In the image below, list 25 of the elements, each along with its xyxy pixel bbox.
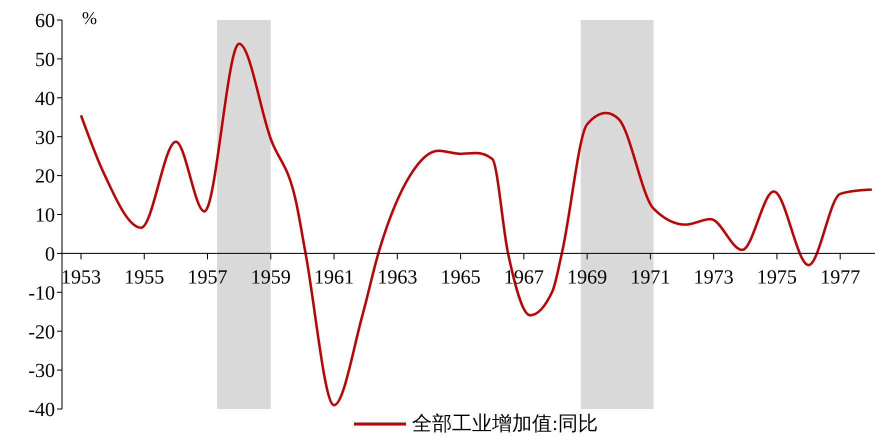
- x-tick-label: 1975: [756, 266, 797, 288]
- x-tick-label: 1961: [314, 266, 354, 288]
- x-tick-label: 1963: [377, 266, 418, 288]
- x-tick-label: 1955: [124, 266, 164, 288]
- y-tick-label: -30: [28, 360, 55, 382]
- y-tick-label: 60: [35, 10, 55, 32]
- y-tick-label: 0: [45, 244, 55, 266]
- x-tick-label: 1959: [250, 266, 291, 288]
- y-axis-title: %: [82, 8, 97, 29]
- x-tick-label: 1965: [440, 266, 481, 288]
- legend-label: 全部工业增加值:同比: [412, 412, 598, 437]
- x-tick-label: 1971: [630, 266, 670, 288]
- x-tick-label: 1953: [60, 266, 101, 288]
- y-tick-label: 50: [35, 49, 55, 71]
- y-tick-label: -10: [28, 282, 55, 304]
- x-tick-label: 1973: [694, 266, 734, 288]
- x-tick-label: 1977: [820, 266, 860, 288]
- x-tick-label: 1969: [567, 266, 608, 288]
- y-tick-label: 20: [35, 166, 55, 188]
- y-tick-label: 40: [35, 88, 55, 110]
- y-tick-label: 10: [35, 204, 55, 227]
- x-tick-label: 1957: [188, 266, 228, 288]
- y-tick-label: 30: [35, 126, 55, 149]
- y-tick-label: -40: [28, 399, 55, 422]
- y-tick-label: -20: [28, 321, 55, 344]
